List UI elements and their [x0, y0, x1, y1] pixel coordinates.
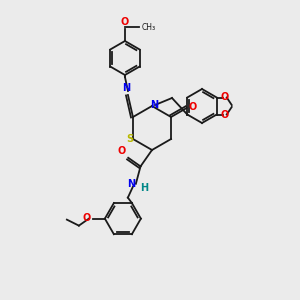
Text: O: O	[118, 146, 126, 156]
Text: N: N	[127, 179, 135, 189]
Text: N: N	[150, 100, 158, 110]
Text: N: N	[122, 83, 130, 93]
Text: O: O	[189, 102, 197, 112]
Text: CH₃: CH₃	[142, 22, 156, 32]
Text: O: O	[220, 92, 229, 101]
Text: O: O	[82, 213, 91, 223]
Text: H: H	[140, 183, 148, 193]
Text: S: S	[126, 134, 134, 144]
Text: O: O	[121, 17, 129, 27]
Text: O: O	[220, 110, 229, 121]
